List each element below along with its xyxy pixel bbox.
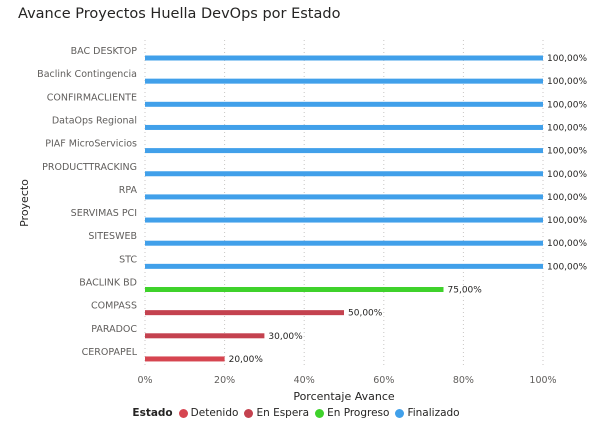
- legend-item[interactable]: En Progreso: [315, 407, 389, 419]
- legend-label: Detenido: [190, 407, 239, 419]
- legend-marker: [178, 408, 188, 418]
- y-category-label: BAC DESKTOP: [71, 46, 138, 57]
- y-category-label: COMPASS: [91, 301, 137, 312]
- x-tick-label: 60%: [373, 375, 394, 386]
- legend-marker: [395, 408, 405, 418]
- bar-chart: 0% 20% 40% 60% 80% 100% BAC DESKTOP 100,00% Bacl…: [18, 40, 587, 403]
- data-label: 100,00%: [547, 77, 587, 87]
- bar[interactable]: [145, 287, 444, 292]
- data-label: 30,00%: [268, 332, 303, 342]
- y-axis-title: Proyecto: [18, 179, 31, 227]
- x-tick-label: 0%: [137, 375, 152, 386]
- data-label: 50,00%: [348, 309, 383, 319]
- y-category-label: BACLINK BD: [79, 278, 137, 289]
- bar[interactable]: [145, 171, 543, 177]
- y-category-label: SERVIMAS PCI: [71, 208, 137, 219]
- bar[interactable]: [145, 124, 543, 130]
- data-label: 100,00%: [547, 193, 587, 203]
- data-label: 100,00%: [547, 54, 587, 64]
- data-label: 100,00%: [547, 100, 587, 110]
- bar[interactable]: [145, 333, 265, 339]
- data-label: 20,00%: [229, 355, 264, 365]
- data-label: 100,00%: [547, 216, 587, 226]
- legend-marker: [315, 408, 325, 418]
- bar[interactable]: [145, 240, 543, 246]
- bar[interactable]: [145, 78, 543, 84]
- x-tick-label: 100%: [529, 375, 556, 386]
- x-tick-label: 40%: [294, 375, 315, 386]
- legend-title: Estado: [132, 407, 173, 419]
- x-axis-title: Porcentaje Avance: [293, 390, 395, 403]
- y-category-label: CEROPAPEL: [82, 347, 138, 358]
- data-label: 100,00%: [547, 147, 587, 157]
- y-category-label: STC: [119, 254, 137, 265]
- bar[interactable]: [145, 310, 344, 316]
- data-label: 100,00%: [547, 239, 587, 249]
- bar[interactable]: [145, 194, 543, 200]
- data-label: 100,00%: [547, 262, 587, 272]
- bar[interactable]: [145, 356, 225, 362]
- legend-marker: [244, 408, 254, 418]
- y-category-label: PRODUCTTRACKING: [42, 162, 137, 173]
- y-category-label: RPA: [119, 185, 138, 196]
- bar[interactable]: [145, 263, 543, 269]
- legend-item[interactable]: Detenido: [178, 407, 239, 419]
- x-tick-label: 80%: [453, 375, 474, 386]
- bar[interactable]: [145, 217, 543, 223]
- legend-label: Finalizado: [407, 407, 460, 419]
- y-category-label: Baclink Contingencia: [37, 69, 137, 80]
- x-tick-label: 20%: [214, 375, 235, 386]
- bar[interactable]: [145, 101, 543, 107]
- bar[interactable]: [145, 55, 543, 61]
- y-category-label: DataOps Regional: [52, 115, 137, 126]
- data-label: 100,00%: [547, 170, 587, 180]
- legend-item[interactable]: Finalizado: [395, 407, 460, 419]
- y-category-label: SITESWEB: [88, 231, 137, 242]
- y-category-label: PARADOC: [91, 324, 137, 335]
- data-label: 100,00%: [547, 123, 587, 133]
- chart-title: Avance Proyectos Huella DevOps por Estad…: [18, 6, 341, 22]
- y-category-label: PIAF MicroServicios: [45, 139, 137, 150]
- legend-label: En Progreso: [327, 407, 390, 419]
- legend: Estado Detenido En Espera En Progreso Final…: [0, 407, 598, 419]
- legend-label: En Espera: [256, 407, 310, 419]
- legend-item[interactable]: En Espera: [244, 407, 309, 419]
- bar[interactable]: [145, 148, 543, 154]
- y-category-label: CONFIRMACLIENTE: [47, 92, 137, 103]
- data-label: 75,00%: [448, 286, 483, 296]
